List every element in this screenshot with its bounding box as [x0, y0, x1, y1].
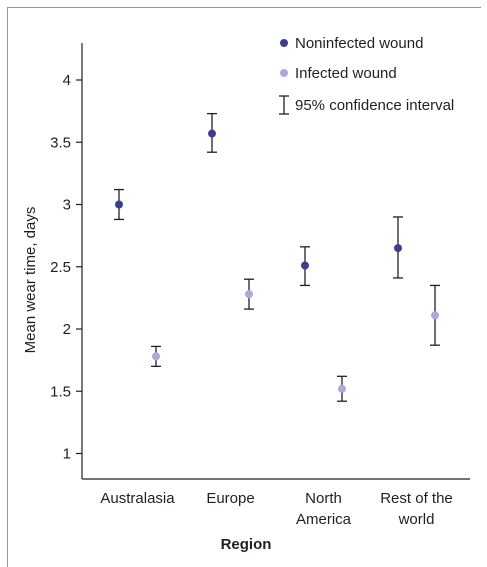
x-tick-label: Europe: [206, 490, 254, 507]
x-tick-label: Rest of the: [380, 490, 453, 507]
y-axis-title: Mean wear time, days: [22, 207, 39, 354]
x-tick-label: world: [398, 511, 435, 528]
legend-marker-noninfected: [280, 39, 288, 47]
x-tick-label: North: [305, 490, 342, 507]
x-tick-label: America: [296, 511, 352, 528]
error-bar-group: [300, 246, 310, 287]
error-bar-group: [207, 112, 217, 153]
legend-label-noninfected: Noninfected wound: [295, 35, 423, 52]
data-point: [431, 311, 439, 320]
legend-ci-icon: [279, 95, 289, 115]
data-point: [394, 244, 402, 253]
y-tick-label: 2: [63, 321, 71, 338]
chart-frame: [7, 7, 481, 567]
data-point: [338, 384, 346, 393]
data-point: [152, 352, 160, 361]
legend-marker-infected: [280, 69, 288, 77]
error-bar-group: [337, 375, 347, 402]
error-bar-group: [151, 345, 161, 368]
legend-label-infected: Infected wound: [295, 65, 397, 82]
y-tick-label: 4: [63, 72, 71, 89]
error-bar-group: [244, 278, 254, 310]
x-tick-label: Australasia: [100, 490, 175, 507]
y-axis: 1 1.5 2 2.5 3 3.5 4: [50, 43, 83, 479]
data-point: [208, 129, 216, 138]
x-axis: Australasia Europe North America Rest of the…: [82, 478, 470, 528]
x-axis-title: Region: [221, 536, 272, 553]
y-tick-label: 1: [63, 446, 71, 463]
data-point: [245, 290, 253, 299]
error-bar-group: [430, 284, 440, 346]
y-tick-label: 2.5: [50, 259, 71, 276]
data-point: [301, 261, 309, 270]
y-tick-label: 1.5: [50, 383, 71, 400]
y-tick-label: 3: [63, 197, 71, 214]
data-point: [115, 200, 123, 209]
y-tick-label: 3.5: [50, 134, 71, 151]
error-bar-group: [114, 188, 124, 221]
legend-label-ci: 95% confidence interval: [295, 97, 454, 114]
chart-marks: [114, 112, 440, 402]
error-bar-group: [393, 216, 403, 279]
legend: Noninfected wound Infected wound 95% con…: [279, 35, 454, 115]
